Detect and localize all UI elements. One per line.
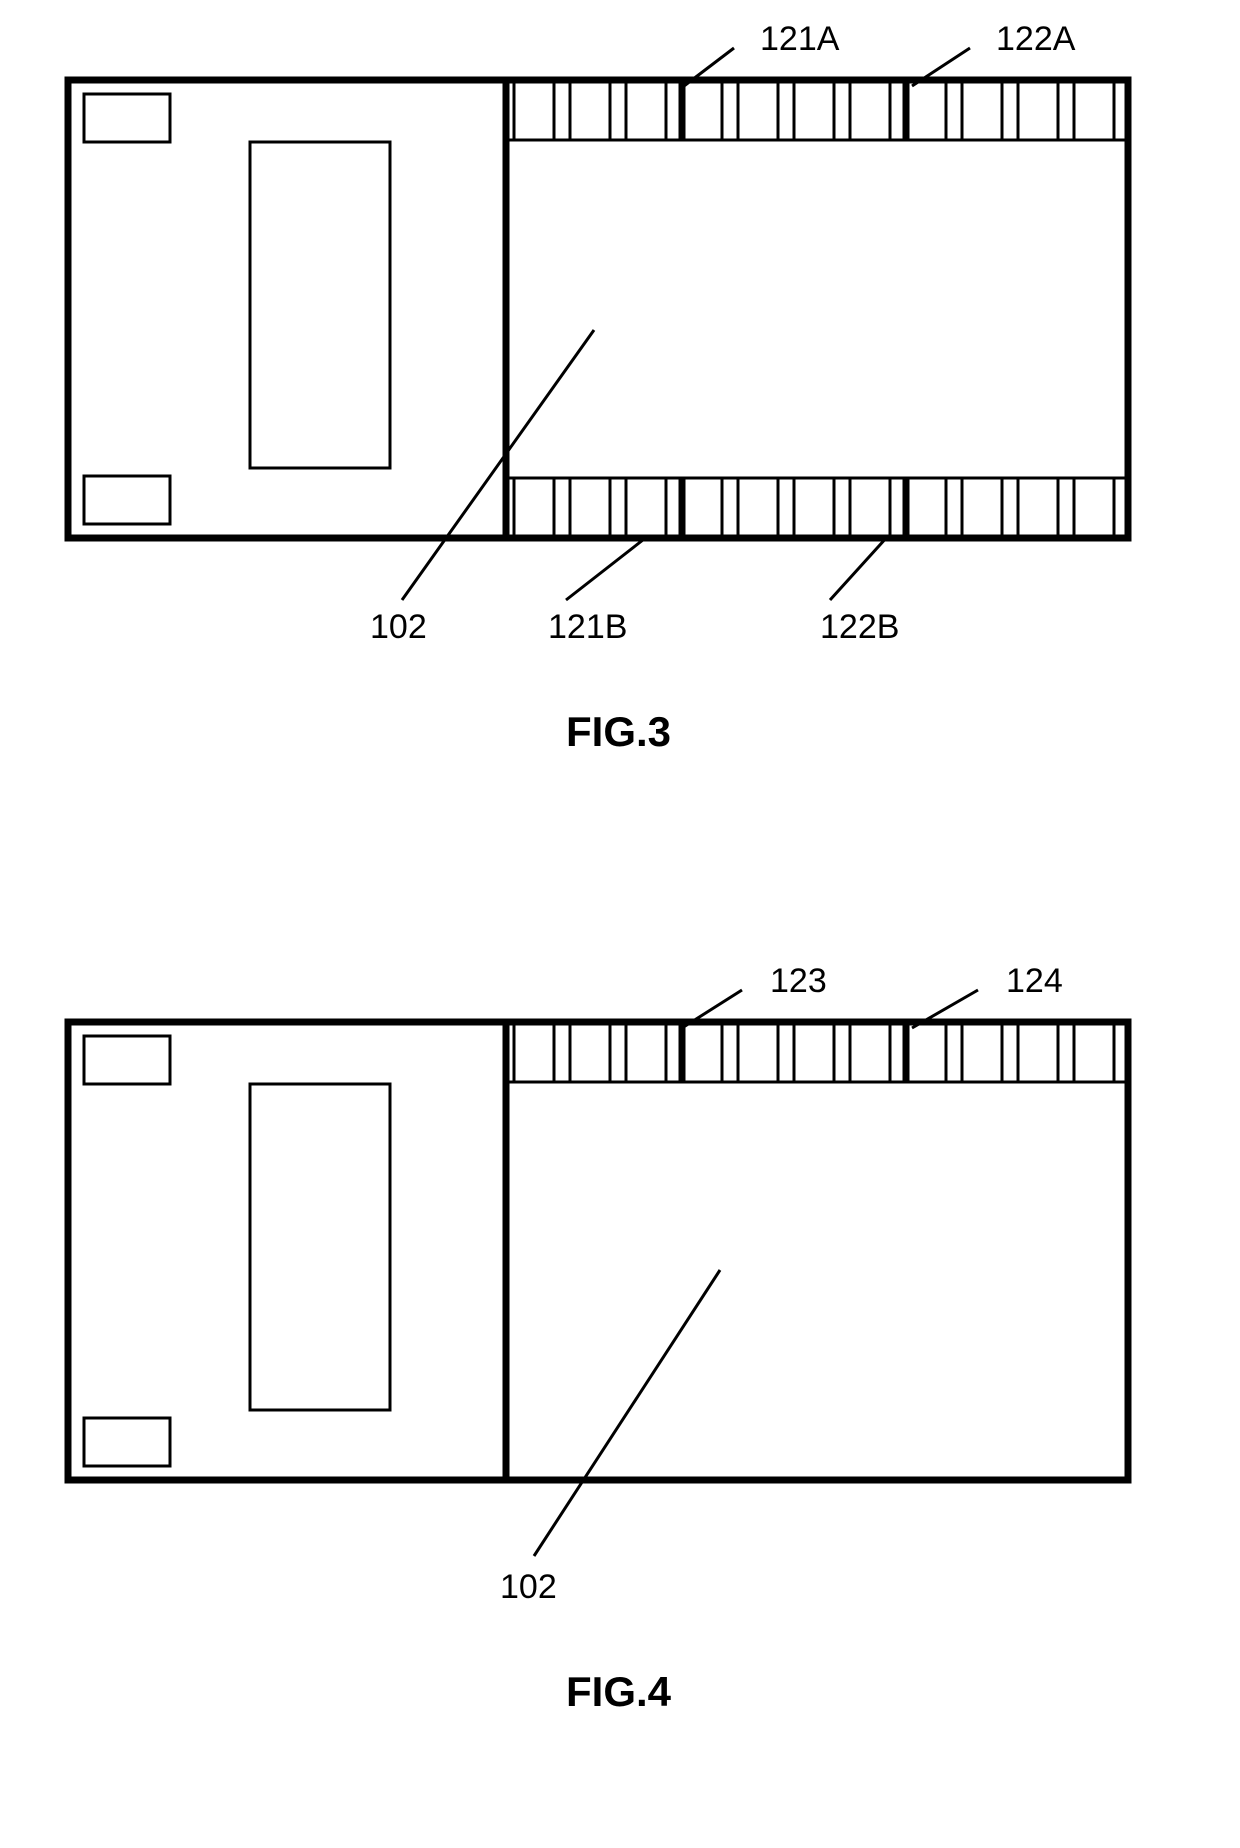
label-l124: 124 <box>1006 962 1063 1000</box>
label-l121A: 121A <box>760 20 840 58</box>
patent-figures: 121A 122A 102 121B 122B FIG.3 123 124 102 FIG.4 <box>0 0 1240 1848</box>
label-l102: 102 <box>370 608 427 646</box>
figure-title: FIG.3 <box>566 708 671 755</box>
figure-title: FIG.4 <box>566 1668 672 1715</box>
label-l102: 102 <box>500 1568 557 1606</box>
label-l121B: 121B <box>548 608 627 646</box>
label-l122B: 122B <box>820 608 899 646</box>
figure-4: 123 124 102 FIG.4 <box>68 962 1130 1715</box>
figure-3: 121A 122A 102 121B 122B FIG.3 <box>68 20 1130 755</box>
label-l123: 123 <box>770 962 827 1000</box>
label-l122A: 122A <box>996 20 1076 58</box>
